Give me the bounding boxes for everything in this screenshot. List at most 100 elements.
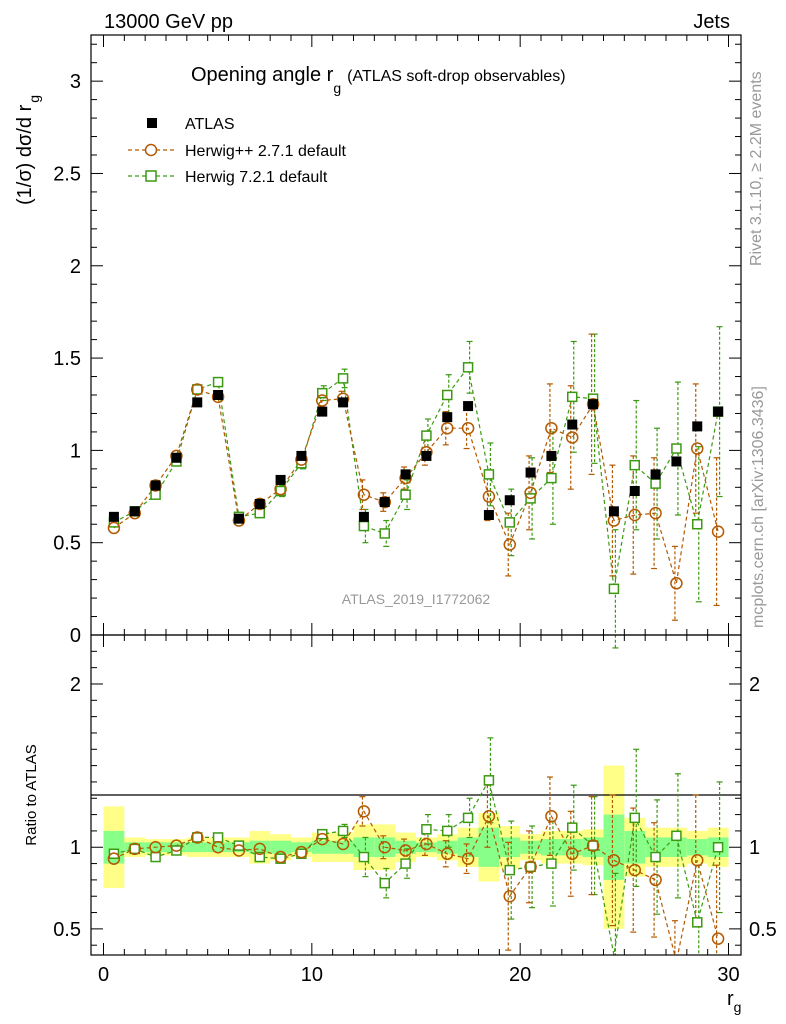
ratio-herwigpp-point [378,840,391,854]
main-axis-ticks [91,35,741,636]
ratio-herwig7-point [504,864,515,876]
herwig7-point [504,517,515,528]
ratio-herwig7-point [546,858,557,869]
herwig7-point [692,518,703,530]
atlas-data-point [254,498,265,509]
ratio-herwigpp-point [253,842,266,856]
ratio-herwigpp-point [128,842,141,856]
x-tick-label: 30 [717,964,739,986]
ratio-herwig7-point [192,832,203,843]
ratio-herwigpp-point [149,840,162,854]
ratio-herwigpp-point [711,932,725,945]
atlas-data-point [108,511,119,522]
herwigpp-point [711,525,725,538]
x-tick-label: 0 [98,964,109,986]
herwig7-point [358,520,370,532]
ratio-herwig7-point [150,851,161,863]
ratio-y-tick-label-right: 0.5 [749,919,777,941]
herwigpp-point [649,506,662,520]
ratio-herwigpp-point [607,854,621,867]
atlas-data-point [463,401,474,412]
x-tick-label: 20 [509,964,531,986]
ratio-band-stat [270,840,291,854]
series-line-herwig7 [113,365,719,589]
ratio-herwigpp-point [524,860,537,874]
herwig7-point [650,478,661,489]
ratio-herwigpp-point [211,840,225,854]
ratio-band-stat [416,842,437,853]
main-y-tick-label: 0 [70,625,81,647]
atlas-data-point [588,399,599,410]
ratio-herwigpp-point [316,832,329,846]
herwig7-point [421,430,432,441]
herwig7-point [379,528,390,539]
ratio-band-stat [207,842,229,853]
ratio-herwig7-point [650,851,661,863]
ratio-herwig7-point [400,858,411,869]
legend-atlas-label: ATLAS [185,116,235,133]
ratio-herwigpp-point [545,809,558,823]
ratio-herwigpp-point [107,852,121,865]
ylabel-main-text: (1/σ) dσ/d r [14,104,36,205]
ratio-herwig7-point [442,825,453,837]
ratio-band-stat [603,814,625,880]
ratio-herwig7-point [337,825,349,837]
herwigpp-point [316,394,329,407]
legend-herwig7-label: Herwig 7.2.1 default [185,169,328,186]
main-y-tick-labels: 0 0.5 1 1.5 2 2.5 3 [53,71,81,647]
ratio-x-tick-labels: 0 10 20 30 [98,964,740,986]
ratio-y-tick-label: 2 [70,674,81,696]
ratio-herwig7-point [712,841,724,853]
ratio-y-tick-label-right: 1 [749,837,760,859]
ratio-herwigpp-point [191,831,204,844]
atlas-data-point [150,480,161,491]
ratio-herwigpp-point [586,839,600,852]
atlas-data-point [233,513,244,524]
ratio-y-tick-label: 1 [70,837,81,859]
atlas-data-point [546,450,557,461]
ratio-herwig7-point [421,824,432,835]
analysis-watermark: ATLAS_2019_I1772062 [342,591,491,607]
herwigpp-point [503,538,516,551]
ratio-panel: 0.5 0.5 1 1 2 2 0 10 20 30 Ratio to ATLAS rg [23,634,777,1015]
atlas-data-point [525,467,536,478]
herwig7-point [442,389,453,401]
ratio-herwigpp-point [357,805,371,818]
herwig7-point [212,376,224,388]
herwigpp-point [566,431,579,444]
ratio-herwigpp-point [420,837,433,851]
herwig7-point [608,583,620,595]
ratio-band-stat [186,842,208,853]
herwig7-point [567,391,578,403]
atlas-data-point [650,469,661,480]
mcplots-label: mcplots.cern.ch [arXiv:1306.3436] [750,386,767,628]
ratio-herwigpp-point [482,809,496,823]
atlas-data-point [713,406,724,417]
atlas-data-point [400,469,411,480]
atlas-data-point [483,510,494,520]
ratio-y-tick-label-right: 2 [749,674,760,696]
atlas-data-point [567,419,578,430]
herwigpp-point [670,577,683,590]
legend-atlas-marker [147,118,157,128]
legend: ATLAS Herwig++ 2.7.1 default Herwig 7.2.… [128,116,347,186]
ratio-line-herwig7 [113,778,719,955]
ratio-herwig7-point [629,812,640,824]
ratio-herwig7-point [358,851,370,863]
ratio-herwigpp-point [232,844,246,857]
ratio-herwig7-point [212,832,224,843]
ratio-herwigpp-point [170,839,183,852]
ratio-y-tick-label: 0.5 [53,919,81,941]
xlabel-main-text: r [727,988,734,1010]
herwigpp-point [378,495,391,509]
main-y-tick-label: 2.5 [53,163,81,185]
herwig7-point [192,384,203,395]
legend-herwigpp-label: Herwig++ 2.7.1 default [185,143,347,160]
main-y-tick-label: 1.5 [53,348,81,370]
ratio-band-stat [666,837,687,858]
main-y-tick-label: 2 [70,256,81,278]
main-y-tick-label: 1 [70,440,81,462]
atlas-data-point [129,506,140,517]
series-line-herwigpp [113,388,719,584]
ratio-band-stat [624,830,646,864]
